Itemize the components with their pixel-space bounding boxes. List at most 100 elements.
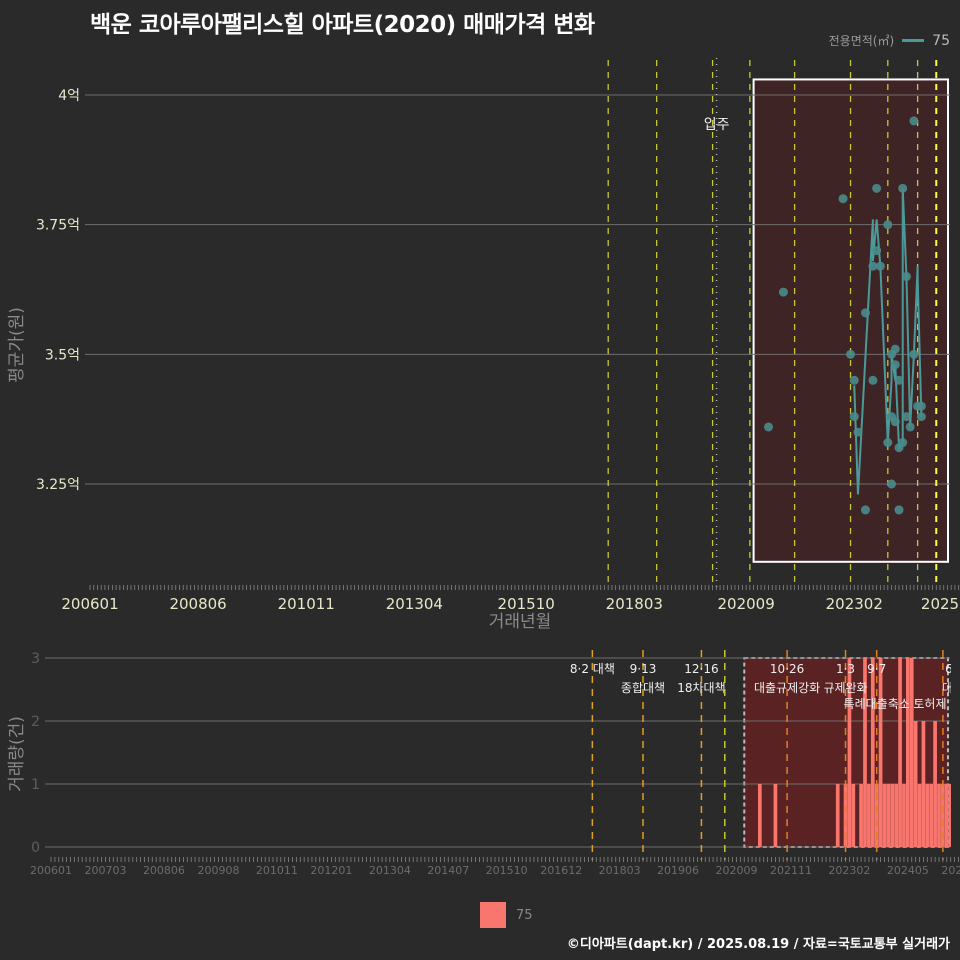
data-point: [906, 422, 915, 431]
volume-bar: [859, 784, 863, 847]
bar-x-tick-label: 202302: [828, 864, 870, 877]
data-point: [917, 402, 926, 411]
bar-x-tick-label: 202507: [941, 864, 960, 877]
policy-name-label: 대출규제강화: [754, 681, 820, 695]
volume-bar: [914, 721, 918, 847]
data-point: [872, 246, 881, 255]
data-point: [898, 184, 907, 193]
data-point: [902, 412, 911, 421]
policy-date-label: 9·7: [867, 662, 886, 676]
data-point: [883, 438, 892, 447]
data-point: [891, 345, 900, 354]
x-axis-title: 거래년월: [489, 612, 552, 632]
data-point: [846, 350, 855, 359]
policy-date-label: 12·16: [684, 662, 718, 676]
bar-y-tick-label: 2: [31, 714, 40, 730]
volume-bar: [758, 784, 762, 847]
data-point: [853, 428, 862, 437]
policy-name-label: 18차대책: [677, 680, 725, 695]
data-point: [883, 220, 892, 229]
volume-bar: [922, 721, 926, 847]
data-point: [764, 422, 773, 431]
bar-x-tick-label: 200601: [30, 864, 72, 877]
volume-bar: [902, 784, 906, 847]
y-tick-label: 3.25억: [36, 477, 80, 493]
bar-x-tick-label: 201201: [310, 864, 352, 877]
data-point: [779, 288, 788, 297]
move-in-annotation: 입주: [704, 117, 730, 133]
bar-x-tick-label: 200806: [143, 864, 185, 877]
chart-canvas: 3.25억 3.5억 3.75억 4억입주 200601 200806 201011 2013…: [0, 0, 960, 960]
data-point: [898, 438, 907, 447]
x-tick-label: 201304: [386, 595, 443, 613]
bar-x-tick-label: 202111: [770, 864, 812, 877]
x-tick-label: 201803: [606, 595, 663, 613]
volume-bar: [945, 784, 949, 847]
bar-x-tick-label: 201510: [486, 864, 528, 877]
volume-bar: [890, 784, 894, 847]
bar-x-tick-label: 201906: [657, 864, 699, 877]
legend-bar-swatch: [480, 902, 506, 928]
policy-name-label: 종합대책: [621, 680, 665, 695]
volume-bar: [879, 658, 883, 847]
data-point: [876, 262, 885, 271]
bar-y-axis-title: 거래량(건): [7, 716, 27, 792]
x-tick-label: 201011: [278, 595, 335, 613]
policy-name-label: 특례대출축소: [844, 697, 910, 711]
bar-x-tick-label: 200703: [85, 864, 127, 877]
bar-x-tick-label: 201011: [256, 864, 298, 877]
volume-bar: [910, 658, 914, 847]
y-tick-label: 3.5억: [45, 347, 80, 363]
legend-bottom: 75: [480, 902, 533, 928]
bar-x-tick-label: 201612: [540, 864, 582, 877]
x-tick-label: 200601: [61, 595, 118, 613]
volume-bar: [898, 658, 902, 847]
data-point: [902, 272, 911, 281]
volume-bar: [774, 784, 778, 847]
data-point: [872, 184, 881, 193]
x-tick-label: 202009: [718, 595, 775, 613]
x-tick-label: 201510: [498, 595, 555, 613]
bar-x-tick-label: 201803: [599, 864, 641, 877]
volume-bar: [894, 784, 898, 847]
volume-bar: [906, 658, 910, 847]
data-point: [909, 350, 918, 359]
data-point: [891, 360, 900, 369]
bar-y-tick-label: 3: [31, 651, 40, 667]
volume-bar: [871, 658, 875, 847]
volume-bar: [836, 784, 840, 847]
bar-y-tick-label: 0: [31, 840, 40, 856]
y-axis-title: 평균가(원): [7, 307, 27, 383]
legend-bar-label: 75: [516, 908, 533, 923]
data-point: [839, 194, 848, 203]
x-tick-label: 202302: [826, 595, 883, 613]
policy-date-label: 9·13: [630, 662, 657, 676]
bar-x-tick-label: 202405: [887, 864, 929, 877]
volume-bar: [925, 784, 929, 847]
data-point: [868, 376, 877, 385]
data-point: [894, 505, 903, 514]
bar-x-tick-label: 202009: [715, 864, 757, 877]
volume-bar: [883, 784, 887, 847]
policy-date-label: 1·3: [836, 662, 855, 676]
y-tick-label: 3.75억: [36, 218, 80, 234]
volume-bar: [867, 784, 871, 847]
bar-x-tick-label: 200908: [197, 864, 239, 877]
x-tick-label: 2025: [921, 595, 959, 613]
source-caption: ©디아파트(dapt.kr) / 2025.08.19 / 자료=국토교통부 실…: [567, 933, 950, 952]
data-point: [891, 417, 900, 426]
data-point: [894, 376, 903, 385]
policy-date-label: 8·2 대책: [570, 661, 615, 676]
y-tick-label: 4억: [58, 88, 80, 104]
data-point: [850, 412, 859, 421]
x-tick-label: 200806: [169, 595, 226, 613]
volume-bar: [929, 784, 933, 847]
volume-bar: [933, 721, 937, 847]
volume-bar: [937, 784, 941, 847]
volume-bar: [887, 784, 891, 847]
data-point: [861, 308, 870, 317]
volume-bar: [918, 784, 922, 847]
data-point: [850, 376, 859, 385]
bar-x-tick-label: 201407: [427, 864, 469, 877]
data-point: [909, 116, 918, 125]
